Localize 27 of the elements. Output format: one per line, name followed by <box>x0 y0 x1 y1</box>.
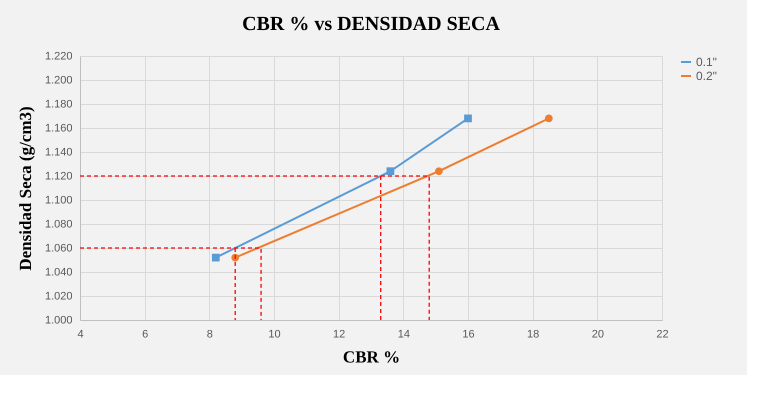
y-tick-label: 1.000 <box>44 314 72 326</box>
y-tick-label: 1.100 <box>44 194 72 206</box>
x-tick-label: 10 <box>268 328 281 340</box>
x-tick-label: 14 <box>398 328 410 340</box>
y-tick-label: 1.060 <box>44 242 72 254</box>
legend-label: 0.2" <box>696 69 717 83</box>
x-tick-label: 18 <box>527 328 540 340</box>
x-tick-label: 16 <box>462 328 475 340</box>
x-tick-label: 4 <box>77 328 84 340</box>
y-tick-label: 1.120 <box>44 170 72 182</box>
y-tick-label: 1.140 <box>44 146 72 158</box>
y-tick-label: 1.160 <box>44 122 72 134</box>
y-tick-label: 1.040 <box>44 266 72 278</box>
y-tick-label: 1.080 <box>44 218 72 230</box>
y-tick-label: 1.220 <box>44 50 72 62</box>
y-tick-label: 1.180 <box>44 98 72 110</box>
y-tick-label: 1.200 <box>44 74 72 86</box>
x-axis-title: CBR % <box>342 348 400 366</box>
x-tick-label: 8 <box>206 328 213 340</box>
legend-label: 0.1" <box>696 55 717 69</box>
x-tick-label: 22 <box>656 328 669 340</box>
y-axis-title: Densidad Seca (g/cm3) <box>16 106 35 271</box>
x-tick-label: 12 <box>333 328 346 340</box>
x-tick-label: 20 <box>592 328 604 340</box>
x-tick-label: 6 <box>142 328 148 340</box>
chart-title: CBR % vs DENSIDAD SECA <box>242 13 500 35</box>
y-tick-label: 1.020 <box>44 290 72 302</box>
